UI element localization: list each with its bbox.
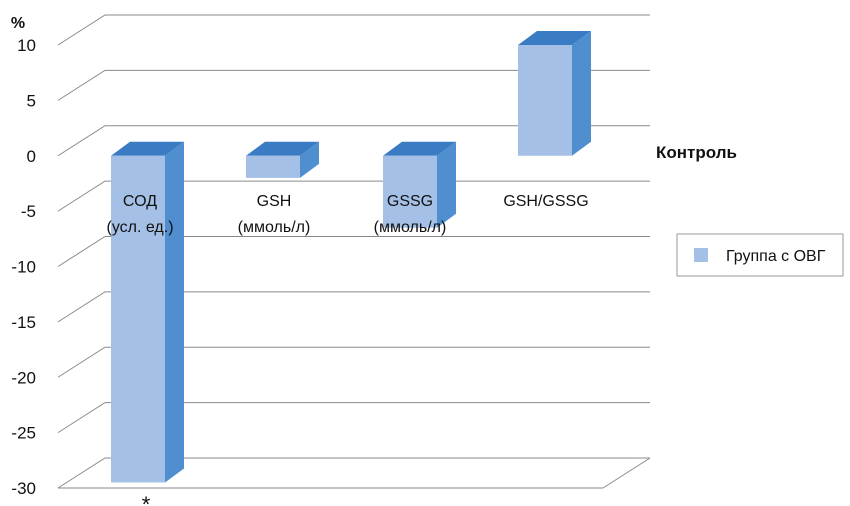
category-label: GSH/GSSG: [503, 193, 588, 210]
bar: [111, 141, 184, 483]
significance-annotation: *: [142, 492, 151, 506]
y-tick-labels: 10 5 0 -5 -10 -15 -20 -25 -30: [11, 36, 36, 498]
y-tick-label: 10: [17, 36, 36, 55]
gridline: [57, 291, 650, 323]
legend-label: Группа с ОВГ: [726, 248, 826, 265]
y-tick-label: -5: [21, 202, 36, 221]
bar: [383, 141, 456, 228]
bar-top: [246, 141, 319, 156]
y-tick-label: 5: [27, 91, 36, 110]
gridline: [57, 125, 650, 157]
bar-side: [572, 31, 591, 156]
gridlines: [57, 14, 651, 489]
category-label-unit: (ммоль/л): [374, 219, 447, 236]
y-tick-label: 0: [27, 147, 36, 166]
gridline: [57, 346, 650, 378]
bar: [518, 31, 591, 156]
bar-top: [383, 141, 456, 156]
y-tick-label: -15: [11, 313, 36, 332]
category-label: GSH: [257, 193, 292, 210]
gridline: [57, 14, 650, 46]
legend: Группа с ОВГ: [676, 233, 844, 277]
bar-side: [300, 141, 319, 178]
category-label-unit: (ммоль/л): [238, 219, 311, 236]
bar-front: [383, 155, 437, 228]
y-tick-label: -10: [11, 258, 36, 277]
bar-front: [518, 45, 572, 156]
category-labels: СОД (усл. ед.) GSH (ммоль/л) GSSG (ммоль/л) GS…: [106, 193, 588, 236]
bar-top: [111, 141, 184, 156]
y-axis-label: %: [11, 15, 25, 32]
bar-top: [518, 31, 591, 45]
bar-side: [165, 141, 184, 483]
gridline: [57, 236, 650, 267]
baseline-label: Контроль: [656, 143, 737, 162]
gridline: [57, 69, 650, 101]
bar-side: [437, 141, 456, 228]
gridline: [57, 457, 650, 489]
bars: [111, 31, 591, 483]
bar-front: [111, 155, 165, 483]
category-label: GSSG: [387, 193, 433, 210]
bar: [246, 141, 319, 178]
bar-front: [246, 155, 300, 178]
gridline: [57, 180, 650, 212]
floor-edge-side: [602, 457, 651, 489]
category-label: СОД: [123, 193, 157, 210]
y-tick-label: -20: [11, 368, 36, 387]
gridline: [57, 402, 650, 434]
y-tick-label: -25: [11, 424, 36, 443]
category-label-unit: (усл. ед.): [106, 219, 173, 236]
legend-swatch: [694, 248, 708, 262]
y-tick-label: -30: [11, 479, 36, 498]
